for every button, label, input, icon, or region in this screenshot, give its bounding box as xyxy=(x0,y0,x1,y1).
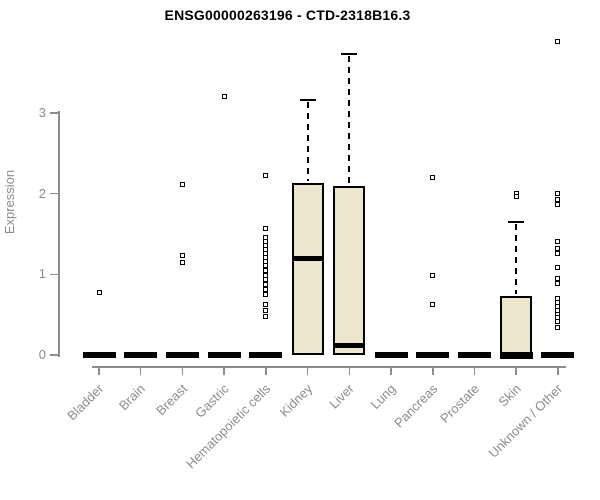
zero-bar xyxy=(374,352,408,358)
x-tick xyxy=(306,367,309,375)
zero-bar xyxy=(457,352,491,358)
zero-bar xyxy=(207,352,241,358)
x-tick xyxy=(98,367,100,375)
outlier-point xyxy=(430,174,436,180)
whisker-line xyxy=(306,101,309,182)
outlier-point xyxy=(263,262,269,268)
median-line xyxy=(499,352,533,359)
box xyxy=(291,183,324,355)
x-tick-label: Bladder xyxy=(64,381,107,424)
outlier-point xyxy=(263,272,269,278)
outlier-point xyxy=(221,94,227,100)
outlier-point xyxy=(555,238,561,244)
x-axis-line xyxy=(92,366,566,368)
whisker-cap xyxy=(508,220,525,224)
x-tick xyxy=(265,367,267,375)
x-tick-label: Breast xyxy=(152,381,191,419)
y-tick xyxy=(50,192,58,195)
outlier-point xyxy=(179,253,185,259)
x-tick xyxy=(515,367,517,375)
x-tick-label: Unknown / Other xyxy=(485,381,566,461)
y-tick-label: 1 xyxy=(38,266,46,282)
y-tick xyxy=(50,273,58,276)
chart-title: ENSG00000263196 - CTD-2318B16.3 xyxy=(164,7,411,23)
x-tick xyxy=(348,367,351,375)
y-tick-label: 3 xyxy=(38,104,46,120)
outlier-point xyxy=(263,172,269,178)
outlier-point xyxy=(263,225,269,231)
outlier-point xyxy=(263,282,269,288)
outlier-point xyxy=(263,313,269,319)
x-tick xyxy=(139,367,142,375)
x-tick xyxy=(557,367,559,375)
outlier-point xyxy=(555,202,561,208)
box xyxy=(500,296,533,355)
outlier-point xyxy=(179,182,185,188)
median-line xyxy=(335,342,364,348)
x-tick-label: Gastric xyxy=(192,381,232,421)
y-tick-label: 2 xyxy=(38,185,46,201)
x-tick-label: Liver xyxy=(326,381,357,412)
outlier-point xyxy=(555,325,561,331)
y-tick xyxy=(50,112,58,114)
x-tick-label: Kidney xyxy=(276,381,316,420)
outlier-point xyxy=(555,245,561,251)
whisker-cap xyxy=(299,98,316,102)
outlier-point xyxy=(263,308,269,314)
x-tick-label: Skin xyxy=(495,381,524,410)
y-axis-line xyxy=(58,110,60,357)
whisker-line xyxy=(348,55,351,184)
outlier-point xyxy=(513,194,519,200)
median-line xyxy=(293,255,322,261)
x-tick xyxy=(390,367,392,375)
outlier-point xyxy=(263,287,269,293)
outlier-point xyxy=(555,319,561,325)
x-tick-label: Lung xyxy=(367,381,399,413)
outlier-point xyxy=(179,259,185,265)
outlier-point xyxy=(555,191,561,197)
x-tick xyxy=(223,367,225,375)
x-tick-label: Brain xyxy=(116,381,149,414)
y-tick-label: 0 xyxy=(38,347,46,362)
outlier-point xyxy=(96,289,102,295)
box xyxy=(333,185,366,355)
whisker-line xyxy=(515,223,518,295)
x-tick-label: Pancreas xyxy=(390,381,441,431)
whisker-cap xyxy=(341,52,358,56)
x-tick xyxy=(181,367,184,375)
outlier-point xyxy=(263,277,269,283)
zero-bar xyxy=(82,352,116,358)
outlier-point xyxy=(430,302,436,308)
outlier-point xyxy=(555,250,561,256)
zero-bar xyxy=(124,352,158,358)
zero-bar xyxy=(416,352,450,358)
y-tick xyxy=(50,354,58,356)
outlier-point xyxy=(555,196,561,202)
outlier-point xyxy=(430,273,436,279)
outlier-point xyxy=(263,302,269,308)
x-tick xyxy=(432,367,434,375)
outlier-point xyxy=(555,275,561,281)
outlier-point xyxy=(555,265,561,271)
outlier-point xyxy=(555,38,561,44)
x-tick-label: Prostate xyxy=(437,381,483,426)
outlier-point xyxy=(263,291,269,297)
outlier-point xyxy=(555,281,561,287)
zero-bar xyxy=(249,352,283,358)
zero-bar xyxy=(165,352,199,358)
x-tick xyxy=(473,367,476,375)
outlier-point xyxy=(263,267,269,273)
zero-bar xyxy=(541,352,575,358)
